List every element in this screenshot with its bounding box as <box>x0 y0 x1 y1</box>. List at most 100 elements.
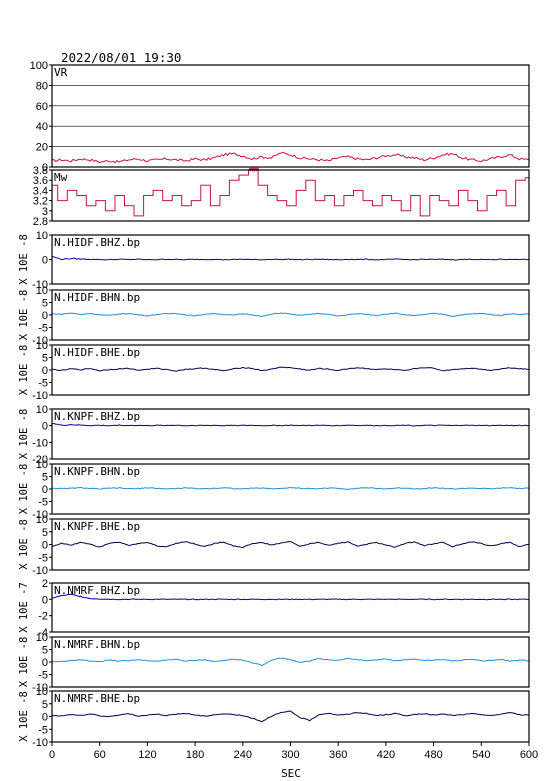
panel-frame <box>51 518 530 571</box>
y-tick-label: 10 <box>36 230 48 242</box>
y-tick-label: -5 <box>38 552 48 564</box>
y-tick-label: -20 <box>32 454 48 466</box>
y-axis-label: X 10E -8 <box>18 519 30 570</box>
series-line-nmrf-bhn <box>52 657 530 667</box>
x-axis: 0 60 120 180 240 300 360 420 480 540 600 <box>49 742 538 761</box>
y-tick-label: -2 <box>38 611 48 623</box>
series-line-hidf-bhe <box>51 366 530 372</box>
y-tick-label: -10 <box>32 279 48 291</box>
y-axis-label: X 10E -7 <box>18 582 30 633</box>
panel-frame <box>51 234 530 285</box>
series-line-hidf-bhz <box>51 256 530 261</box>
panel-frame <box>51 408 530 460</box>
panel-name: N.NMRF.BHZ.bp <box>54 584 140 597</box>
y-tick-label: 5 <box>42 353 48 365</box>
y-tick-label: 0 <box>42 712 48 724</box>
y-tick-label: -10 <box>32 565 48 577</box>
panel-name: VR <box>54 66 68 79</box>
y-tick-label: 10 <box>36 459 48 471</box>
x-tick-label: 60 <box>94 749 106 761</box>
panel-frame <box>51 289 530 341</box>
y-tick-label: 0 <box>42 594 48 606</box>
panel-frame <box>51 582 530 633</box>
y-tick-label: 0 <box>42 657 48 669</box>
y-tick-label: -10 <box>32 682 48 694</box>
panel-name: N.HIDF.BHN.bp <box>54 291 140 304</box>
y-tick-label: -5 <box>38 670 48 682</box>
y-tick-label: 100 <box>30 60 48 72</box>
y-tick-label: 3 <box>42 206 48 218</box>
y-axis-label: X 10E -8 <box>18 637 30 688</box>
series-line-nmrf-bhz <box>51 593 530 601</box>
y-axis-label: X 10E -8 <box>18 691 30 742</box>
y-tick-label: 2.8 <box>33 216 48 228</box>
panel-vr: 0 20 40 60 80 100 VR <box>30 60 530 174</box>
panel-name: N.KNPF.BHZ.bp <box>54 410 140 423</box>
panel-frame <box>51 463 530 515</box>
series-line-mw <box>52 165 529 217</box>
series-line-hidf-bhn <box>52 312 530 318</box>
x-axis-label: SEC <box>281 767 301 780</box>
y-tick-label: 5 <box>42 699 48 711</box>
series-line-knpf-bhe <box>51 540 530 549</box>
y-tick-label: 10 <box>36 514 48 526</box>
y-tick-label: 60 <box>36 101 48 113</box>
y-tick-label: 0 <box>42 310 48 322</box>
x-tick-label: 540 <box>472 749 490 761</box>
y-tick-label: -5 <box>38 724 48 736</box>
y-tick-label: -10 <box>32 437 48 449</box>
x-tick-label: 600 <box>520 749 538 761</box>
y-tick-label: 0 <box>42 421 48 433</box>
y-tick-label: 0 <box>42 162 48 174</box>
x-tick-label: 240 <box>234 749 252 761</box>
y-tick-label: -10 <box>32 509 48 521</box>
x-tick-label: 420 <box>377 749 395 761</box>
panel-knpf-bhz: -20 -10 0 10 N.KNPF.BHZ.bp X 10E -8 <box>18 404 530 466</box>
panel-name: N.NMRF.BHE.bp <box>54 692 140 705</box>
y-tick-label: 0 <box>42 255 48 267</box>
y-axis-label: X 10E -8 <box>18 409 30 460</box>
panel-name: N.KNPF.BHN.bp <box>54 465 140 478</box>
x-tick-label: 360 <box>329 749 347 761</box>
y-tick-label: -5 <box>38 378 48 390</box>
y-axis-label: X 10E -8 <box>18 345 30 396</box>
y-tick-label: 10 <box>36 404 48 416</box>
y-tick-label: 0 <box>42 484 48 496</box>
y-tick-label: 5 <box>42 645 48 657</box>
y-tick-label: 80 <box>36 80 48 92</box>
y-tick-label: -10 <box>32 390 48 402</box>
y-tick-label: 5 <box>42 527 48 539</box>
y-tick-label: -10 <box>32 737 48 749</box>
y-tick-label: 40 <box>36 121 48 133</box>
x-tick-label: 120 <box>138 749 156 761</box>
y-tick-label: 0 <box>42 540 48 552</box>
y-tick-label: 10 <box>36 686 48 698</box>
panel-name: N.NMRF.BHN.bp <box>54 638 140 651</box>
y-tick-label: 5 <box>42 472 48 484</box>
y-tick-label: -4 <box>38 627 48 639</box>
y-axis-label: X 10E -8 <box>18 234 30 285</box>
series-line-knpf-bhz <box>51 423 530 427</box>
x-tick-label: 300 <box>281 749 299 761</box>
panel-hidf-bhz: -10 0 10 N.HIDF.BHZ.bp X 10E -8 <box>18 230 530 291</box>
y-tick-label: 5 <box>42 298 48 310</box>
panel-frame <box>51 344 530 396</box>
y-axis-label: X 10E -8 <box>18 464 30 515</box>
y-tick-label: 3.4 <box>33 185 48 197</box>
y-tick-label: 3.2 <box>33 196 48 208</box>
panel-name: Mw <box>54 171 68 184</box>
chart-title: 2022/08/01 19:30 <box>61 50 181 65</box>
y-tick-label: 3.8 <box>33 165 48 177</box>
x-tick-label: 180 <box>186 749 204 761</box>
y-tick-label: -5 <box>38 497 48 509</box>
panel-frame <box>51 636 530 688</box>
y-tick-label: 10 <box>36 285 48 297</box>
y-tick-label: 2 <box>42 578 48 590</box>
series-line-nmrf-bhe <box>51 710 530 723</box>
